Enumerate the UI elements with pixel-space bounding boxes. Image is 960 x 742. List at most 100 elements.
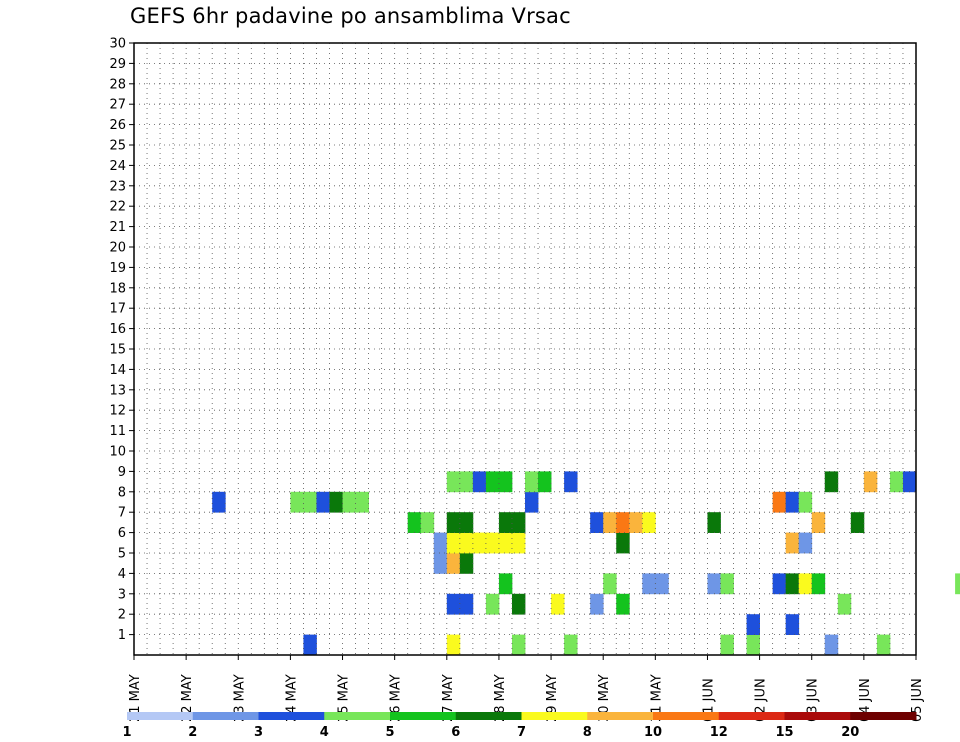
x-tick-label: 03 JUN <box>806 678 821 722</box>
heatmap-cell <box>564 471 578 493</box>
heatmap-cell <box>902 471 917 493</box>
heatmap-cell <box>511 593 526 615</box>
heatmap-cell <box>616 532 630 554</box>
heatmap-cell <box>342 491 356 513</box>
heatmap-cell <box>590 512 604 533</box>
legend-swatch <box>521 712 588 720</box>
heatmap-cell <box>720 573 734 595</box>
heatmap-cell <box>955 573 960 595</box>
y-tick-label: 7 <box>118 506 126 521</box>
legend-label: 5 <box>385 725 394 740</box>
heatmap-cell <box>290 491 304 513</box>
heatmap-cell <box>603 573 617 595</box>
heatmap-cell <box>525 491 539 513</box>
heatmap-cell <box>590 593 604 615</box>
heatmap-cell <box>798 491 813 513</box>
y-tick-label: 13 <box>109 383 126 398</box>
legend-label: 10 <box>644 725 662 740</box>
heatmap-cell <box>811 573 826 595</box>
heatmap-cell <box>707 573 721 595</box>
heatmap-cell <box>498 573 513 595</box>
legend-label: 15 <box>775 725 793 740</box>
x-axis-ticks: 21 MAY 22 MAY 23 MAY 24 MAY 25 MAY 26 MAY 27 M… <box>128 655 925 722</box>
y-tick-label: 9 <box>118 465 126 480</box>
heatmap-cell <box>459 471 474 493</box>
heatmap-cell <box>785 614 800 635</box>
heatmap-cell <box>407 512 422 533</box>
legend-label: 7 <box>517 725 526 740</box>
heatmap-cell <box>420 512 435 533</box>
x-tick-label: 02 JUN <box>754 678 769 722</box>
y-tick-label: 1 <box>118 628 126 643</box>
heatmap-cell <box>355 491 369 513</box>
heatmap-cell <box>498 532 513 554</box>
y-tick-label: 21 <box>109 220 126 235</box>
heatmap-cell <box>433 553 448 574</box>
y-tick-label: 24 <box>109 159 126 174</box>
heatmap-cell <box>303 491 317 513</box>
x-tick-label: 22 MAY <box>180 674 195 722</box>
legend-swatch <box>127 712 194 720</box>
heatmap-cell <box>850 512 865 533</box>
heatmap-cell <box>616 593 630 615</box>
legend-label: 4 <box>320 725 329 740</box>
x-tick-label: 25 MAY <box>337 674 352 722</box>
legend-swatch <box>258 712 325 720</box>
heatmap-cell <box>746 614 760 635</box>
heatmap-cell <box>616 512 630 533</box>
legend-swatch <box>455 712 522 720</box>
heatmap-cell <box>642 573 656 595</box>
heatmap-cell <box>329 491 343 513</box>
legend-swatch <box>587 712 654 720</box>
y-tick-label: 23 <box>109 179 126 194</box>
heatmap-cell <box>824 634 839 656</box>
heatmap-cell <box>785 573 800 595</box>
x-tick-label: 30 MAY <box>597 674 612 722</box>
y-tick-label: 5 <box>118 547 126 562</box>
heatmap-cell <box>459 532 474 554</box>
y-tick-label: 8 <box>118 485 126 500</box>
y-tick-label: 11 <box>109 424 126 439</box>
y-tick-label: 22 <box>109 200 126 215</box>
legend-label: 12 <box>710 725 728 740</box>
legend-label: 2 <box>188 725 197 740</box>
heatmap-cell <box>511 634 526 656</box>
y-tick-label: 19 <box>109 261 126 276</box>
heatmap-cell <box>446 532 461 554</box>
heatmap-cell <box>459 593 474 615</box>
x-tick-label: 21 MAY <box>128 674 143 722</box>
y-tick-label: 4 <box>118 567 126 582</box>
heatmap-cell <box>837 593 852 615</box>
heatmap-cell <box>472 532 487 554</box>
legend-label: 3 <box>254 725 263 740</box>
heatmap-cell <box>212 491 226 513</box>
y-tick-label: 10 <box>109 445 126 460</box>
heatmap-cell <box>525 471 539 493</box>
heatmap-cell <box>485 471 500 493</box>
x-tick-label: 26 MAY <box>389 674 404 722</box>
legend-label: 1 <box>122 725 131 740</box>
heatmap-cell <box>876 634 891 656</box>
heatmap-cell <box>785 491 800 513</box>
x-tick-label: 01 JUN <box>701 678 716 722</box>
legend-swatch <box>324 712 391 720</box>
heatmap-cell <box>629 512 643 533</box>
heatmap-cell <box>798 532 813 554</box>
heatmap-cell <box>303 634 317 656</box>
heatmap-cell <box>889 471 904 493</box>
heatmap-cell <box>498 471 513 493</box>
y-tick-label: 16 <box>109 322 126 337</box>
heatmap-cell <box>785 532 800 554</box>
grid-lines <box>134 43 916 655</box>
heatmap-cell <box>863 471 878 493</box>
x-tick-label: 28 MAY <box>493 674 508 722</box>
x-tick-label: 23 MAY <box>232 674 247 722</box>
legend-swatch <box>192 712 259 720</box>
heatmap-cell <box>446 471 461 493</box>
y-tick-label: 15 <box>109 343 126 358</box>
x-tick-label: 05 JUN <box>910 678 925 722</box>
heatmap-cell <box>538 471 552 493</box>
heatmap-cell <box>446 512 461 533</box>
heatmap-cell <box>459 553 474 574</box>
